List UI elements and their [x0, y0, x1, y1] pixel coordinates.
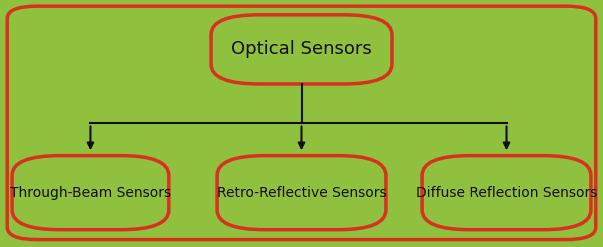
FancyBboxPatch shape — [422, 156, 591, 230]
Text: Retro-Reflective Sensors: Retro-Reflective Sensors — [216, 186, 387, 200]
Text: Diffuse Reflection Sensors: Diffuse Reflection Sensors — [416, 186, 597, 200]
FancyBboxPatch shape — [12, 156, 169, 230]
FancyBboxPatch shape — [217, 156, 386, 230]
Text: Optical Sensors: Optical Sensors — [231, 41, 372, 58]
FancyBboxPatch shape — [7, 6, 596, 240]
Text: Through-Beam Sensors: Through-Beam Sensors — [10, 186, 171, 200]
FancyBboxPatch shape — [211, 15, 392, 84]
